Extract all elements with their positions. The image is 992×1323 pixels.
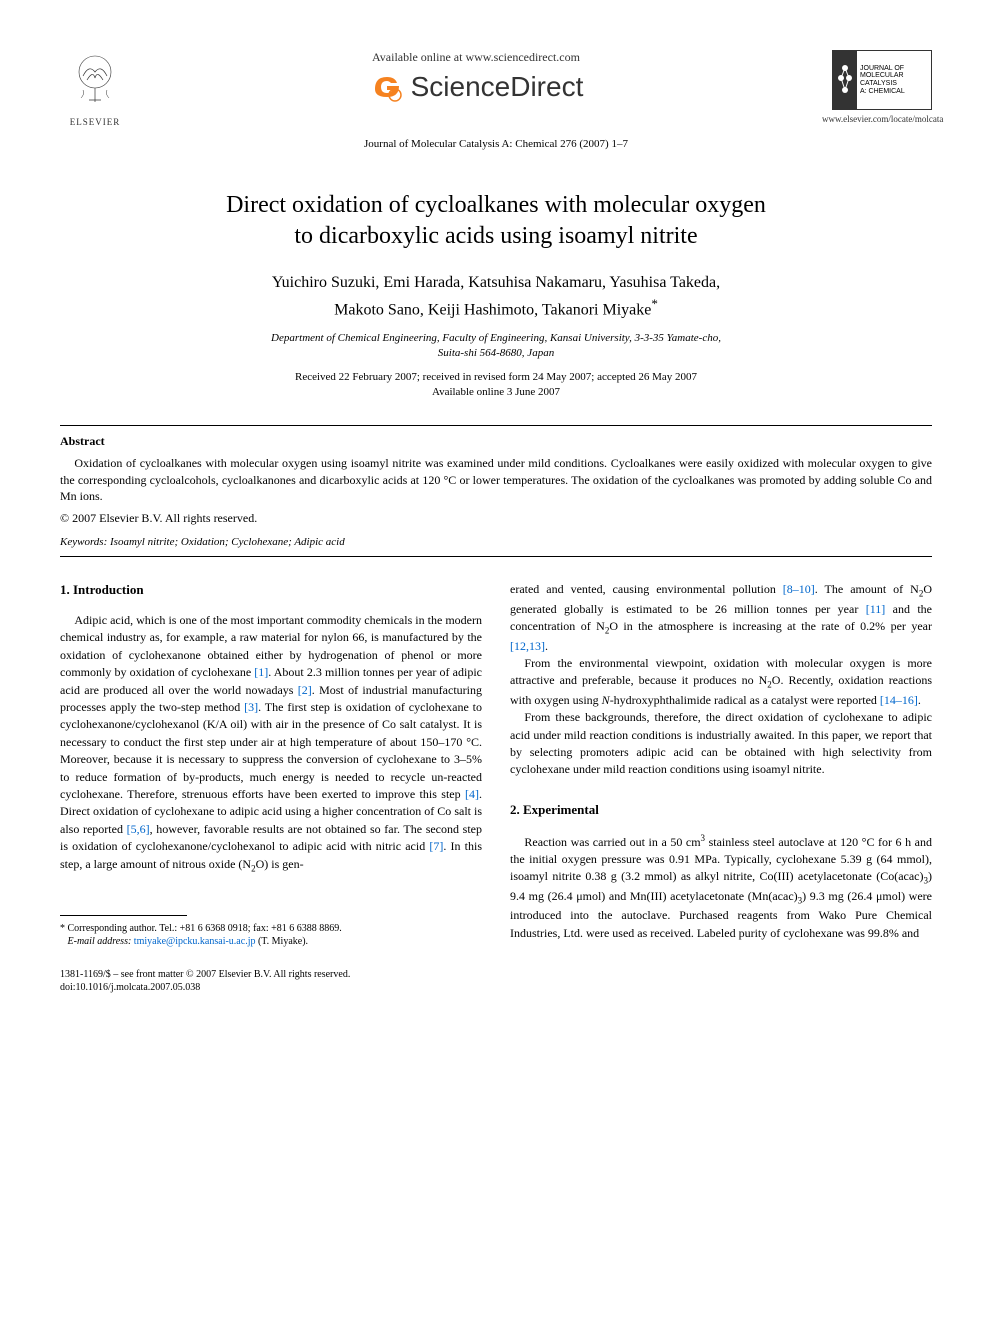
molecule-icon [837,60,853,100]
journal-cover: JOURNAL OF MOLECULAR CATALYSIS A: CHEMIC… [832,50,932,110]
intro-heading: 1. Introduction [60,581,482,600]
journal-reference: Journal of Molecular Catalysis A: Chemic… [60,138,932,150]
ref-link-1416[interactable]: [14–16] [880,693,918,707]
intro-p2: From the environmental viewpoint, oxidat… [510,655,932,709]
elsevier-logo: ELSEVIER [60,50,130,130]
abstract-copyright: © 2007 Elsevier B.V. All rights reserved… [60,511,932,526]
title-line-1: Direct oxidation of cycloalkanes with mo… [226,192,766,218]
authors-line-2: Makoto Sano, Keiji Hashimoto, Takanori M… [334,301,651,318]
available-online-text: Available online at www.sciencedirect.co… [130,50,822,65]
title-line-2: to dicarboxylic acids using isoamyl nitr… [294,223,697,249]
article-title: Direct oxidation of cycloalkanes with mo… [60,190,932,252]
dates-line-2: Available online 3 June 2007 [432,386,560,398]
ref-link-1213[interactable]: [12,13] [510,639,545,653]
intro-continuation: erated and vented, causing environmental… [510,581,932,655]
text-span: O) is gen- [256,857,304,871]
doi: doi:10.1016/j.molcata.2007.05.038 [60,982,200,993]
affiliation-line-1: Department of Chemical Engineering, Facu… [271,332,721,344]
footer-line-1: 1381-1169/$ – see front matter © 2007 El… [60,968,482,981]
cover-line-1: JOURNAL OF [860,65,905,73]
corresponding-footnote: * Corresponding author. Tel.: +81 6 6368… [60,922,482,948]
page-header: ELSEVIER Available online at www.science… [60,50,932,130]
email-label: E-mail address: [68,936,132,947]
ref-link-2[interactable]: [2] [298,683,312,697]
sciencedirect-icon [369,69,405,105]
ref-link-11[interactable]: [11] [866,602,886,616]
experimental-p1: Reaction was carried out in a 50 cm3 sta… [510,832,932,942]
journal-url: www.elsevier.com/locate/molcata [822,114,932,124]
divider-top [60,425,932,426]
page-footer: 1381-1169/$ – see front matter © 2007 El… [60,968,482,994]
ref-link-1[interactable]: [1] [254,665,268,679]
dates-line-1: Received 22 February 2007; received in r… [295,371,697,383]
elsevier-tree-icon [65,50,125,110]
text-italic: N [602,693,610,707]
article-dates: Received 22 February 2007; received in r… [60,370,932,401]
footer-line-2: doi:10.1016/j.molcata.2007.05.038 [60,981,482,994]
text-span: . [918,693,921,707]
keywords: Keywords: Isoamyl nitrite; Oxidation; Cy… [60,536,932,548]
cover-line-2: MOLECULAR [860,72,905,80]
header-center: Available online at www.sciencedirect.co… [130,50,822,111]
keywords-label: Keywords: [60,536,107,548]
cover-line-4: A: CHEMICAL [860,88,905,96]
authors: Yuichiro Suzuki, Emi Harada, Katsuhisa N… [60,272,932,321]
experimental-heading: 2. Experimental [510,801,932,820]
text-span: . The first step is oxidation of cyclohe… [60,700,482,801]
text-span: O in the atmosphere is increasing at the… [609,619,932,633]
ref-link-3[interactable]: [3] [244,700,258,714]
intro-paragraph: Adipic acid, which is one of the most im… [60,612,482,875]
corresponding-star: * [651,296,658,311]
ref-link-810[interactable]: [8–10] [783,582,815,596]
keywords-text: Isoamyl nitrite; Oxidation; Cyclohexane;… [107,536,344,548]
ref-link-7[interactable]: [7] [429,839,443,853]
abstract-text: Oxidation of cycloalkanes with molecular… [60,455,932,505]
authors-line-1: Yuichiro Suzuki, Emi Harada, Katsuhisa N… [272,274,720,291]
footnote-corr: * Corresponding author. Tel.: +81 6 6368… [60,922,482,935]
body-columns: 1. Introduction Adipic acid, which is on… [60,581,932,994]
cover-title: JOURNAL OF MOLECULAR CATALYSIS A: CHEMIC… [857,63,908,98]
cover-line-3: CATALYSIS [860,80,905,88]
cover-stripe [833,51,857,109]
footnote-email-line: E-mail address: tmiyake@ipcku.kansai-u.a… [60,935,482,948]
text-span: Reaction was carried out in a 50 cm [524,835,700,849]
text-span: -hydroxyphthalimide radical as a catalys… [610,693,880,707]
text-span: . [545,639,548,653]
abstract-heading: Abstract [60,434,932,449]
sciencedirect-logo: ScienceDirect [130,69,822,105]
column-left: 1. Introduction Adipic acid, which is on… [60,581,482,994]
email-link[interactable]: tmiyake@ipcku.kansai-u.ac.jp [131,936,255,947]
affiliation: Department of Chemical Engineering, Facu… [60,331,932,360]
ref-link-56[interactable]: [5,6] [127,822,150,836]
affiliation-line-2: Suita-shi 564-8680, Japan [438,347,554,359]
journal-logo: JOURNAL OF MOLECULAR CATALYSIS A: CHEMIC… [822,50,932,124]
column-right: erated and vented, causing environmental… [510,581,932,994]
ref-link-4[interactable]: [4] [465,787,479,801]
email-who: (T. Miyake). [255,936,308,947]
sciencedirect-text: ScienceDirect [411,71,584,103]
elsevier-label: ELSEVIER [60,117,130,127]
footnote-separator [60,915,187,916]
divider-bottom [60,556,932,557]
intro-p3: From these backgrounds, therefore, the d… [510,709,932,779]
text-span: . The amount of N [815,582,919,596]
text-span: erated and vented, causing environmental… [510,582,783,596]
